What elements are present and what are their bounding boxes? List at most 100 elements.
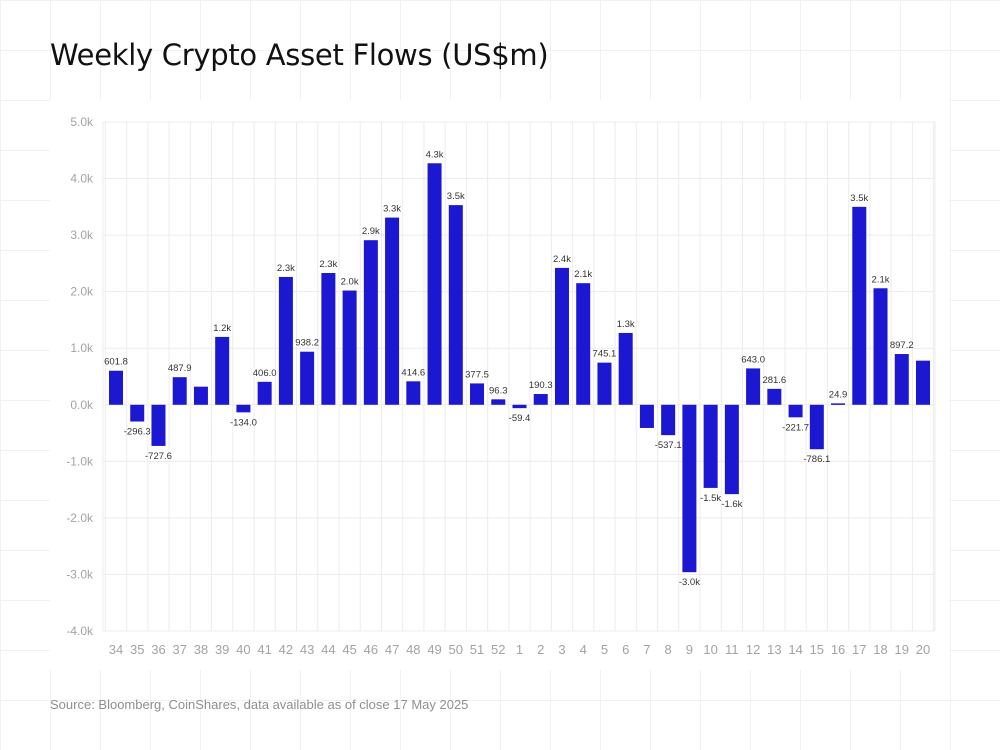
x-tick-label: 8 (665, 642, 672, 657)
data-label: 96.3 (489, 385, 508, 396)
bar-week-46 (363, 240, 378, 405)
data-label: -221.7 (782, 422, 809, 433)
data-label: 3.5k (447, 191, 465, 202)
x-tick-label: 2 (537, 642, 544, 657)
bar-week-17 (852, 206, 867, 405)
bar-week-38 (193, 386, 208, 405)
x-tick-label: 38 (194, 642, 208, 657)
data-label: 1.3k (617, 319, 635, 330)
x-tick-label: 39 (215, 642, 229, 657)
x-tick-label: 17 (852, 642, 866, 657)
bar-week-7 (639, 404, 654, 428)
data-label: 414.6 (401, 367, 425, 378)
y-tick-label: -1.0k (66, 454, 94, 468)
x-tick-label: 3 (558, 642, 565, 657)
x-tick-label: 35 (130, 642, 144, 657)
data-label: 745.1 (593, 349, 617, 360)
y-tick-label: -4.0k (66, 624, 94, 638)
bar-week-52 (491, 399, 506, 405)
x-tick-label: 15 (810, 642, 824, 657)
y-tick-label: 1.0k (70, 341, 94, 355)
x-tick-label: 46 (364, 642, 378, 657)
x-tick-label: 11 (725, 642, 739, 657)
y-tick-label: 4.0k (70, 172, 94, 186)
bar-week-9 (682, 404, 697, 573)
data-label: 938.2 (295, 338, 319, 349)
bar-week-10 (703, 404, 718, 488)
x-tick-label: 20 (916, 642, 930, 657)
bar-week-41 (257, 381, 272, 405)
x-tick-label: 48 (406, 642, 420, 657)
data-label: 487.9 (168, 363, 192, 374)
x-tick-label: 7 (643, 642, 650, 657)
x-tick-label: 5 (601, 642, 608, 657)
bar-week-15 (809, 404, 824, 450)
source-note: Source: Bloomberg, CoinShares, data avai… (50, 697, 469, 712)
y-tick-label: 0.0k (70, 398, 94, 412)
data-label: -727.6 (145, 451, 172, 462)
x-tick-label: 37 (172, 642, 186, 657)
chart-card: 5.0k 4.0k 3.0k 2.0k 1.0k 0.0k -1.0k -2.0k -3.0k -… (50, 100, 949, 670)
data-label: 190.3 (529, 380, 553, 391)
x-tick-label: 13 (767, 642, 781, 657)
data-label: 2.0k (341, 277, 359, 288)
data-label: 24.9 (829, 389, 848, 400)
data-label: -537.1 (655, 440, 682, 451)
data-label: 281.6 (762, 375, 786, 386)
bar-week-34 (109, 370, 123, 405)
data-label: 2.1k (872, 274, 890, 285)
bar-week-5 (597, 362, 612, 405)
bar-week-45 (342, 290, 357, 405)
bar-week-35 (130, 404, 145, 422)
bar-week-12 (746, 368, 761, 405)
bar-week-47 (385, 217, 400, 405)
bar-week-11 (724, 404, 739, 495)
data-label: 897.2 (890, 340, 914, 351)
x-tick-label: 47 (385, 642, 399, 657)
data-label: 3.3k (383, 204, 401, 215)
bar-week-19 (894, 354, 909, 405)
x-tick-label: 16 (831, 642, 845, 657)
data-label: -296.3 (124, 427, 151, 438)
x-tick-label: 34 (109, 642, 123, 657)
x-tick-label: 42 (279, 642, 293, 657)
x-tick-label: 45 (342, 642, 356, 657)
bar-week-49 (427, 163, 442, 405)
bar-week-39 (215, 336, 230, 405)
x-tick-label: 44 (321, 642, 335, 657)
data-label: 2.3k (319, 259, 337, 270)
bar-week-13 (767, 388, 782, 405)
bar-week-50 (448, 205, 463, 405)
x-tick-label: 12 (746, 642, 760, 657)
data-label: -1.5k (700, 493, 721, 504)
data-label: 643.0 (741, 354, 765, 365)
bar-week-2 (533, 394, 548, 405)
bar-week-16 (831, 403, 846, 405)
bar-week-18 (873, 288, 888, 405)
data-label: 3.5k (850, 193, 868, 204)
bar-week-42 (278, 276, 293, 405)
x-tick-label: 9 (686, 642, 693, 657)
bar-week-14 (788, 404, 803, 418)
x-tick-label: 19 (895, 642, 909, 657)
data-label: -1.6k (721, 499, 742, 510)
bar-week-4 (576, 283, 591, 405)
data-label: 1.2k (213, 323, 231, 334)
bar-week-51 (470, 383, 485, 405)
data-label: 2.1k (574, 269, 592, 280)
x-axis: 34 35 36 37 38 39 40 41 42 43 44 45 46 47 48 49 50 51 52 1 2… (109, 642, 930, 657)
bar-week-36 (151, 404, 166, 446)
y-axis: 5.0k 4.0k 3.0k 2.0k 1.0k 0.0k -1.0k -2.0k -3.0k -… (66, 115, 94, 638)
data-label: 406.0 (253, 368, 277, 379)
bar-week-44 (321, 273, 336, 405)
data-label: -786.1 (803, 454, 830, 465)
bar-chart: 5.0k 4.0k 3.0k 2.0k 1.0k 0.0k -1.0k -2.0k -3.0k -… (66, 115, 936, 657)
x-tick-label: 6 (622, 642, 629, 657)
data-labels: 601.8 -296.3 -727.6 487.9 1.2k -134.0 406.0 2.3… (104, 149, 914, 588)
data-label: -59.4 (509, 413, 531, 424)
x-tick-label: 40 (236, 642, 250, 657)
bar-week-3 (554, 267, 569, 405)
y-tick-label: 3.0k (70, 228, 94, 242)
x-tick-label: 41 (257, 642, 271, 657)
x-tick-label: 10 (703, 642, 717, 657)
